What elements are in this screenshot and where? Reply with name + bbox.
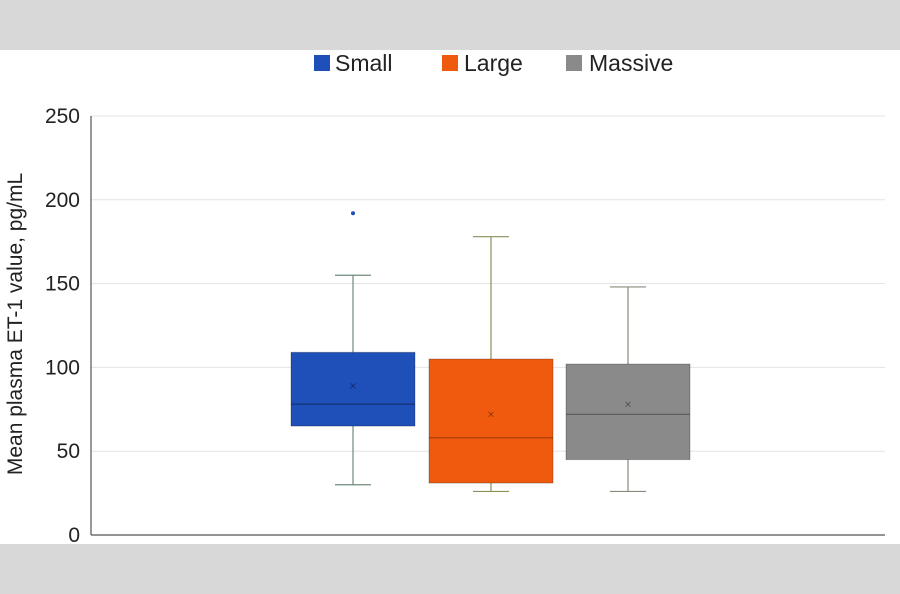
mean-marker-massive — [625, 401, 631, 408]
mean-marker-large — [488, 411, 494, 418]
outlier-small-0 — [351, 211, 355, 216]
legend-label-small: Small — [335, 50, 393, 76]
iqr-box-large — [428, 358, 554, 484]
mean-marker-stroke — [350, 382, 356, 389]
mean-marker-stroke — [350, 382, 356, 389]
y-axis-title: Mean plasma ET-1 value, pg/mL — [4, 173, 27, 475]
mean-marker-stroke — [625, 401, 631, 408]
legend-swatch-massive — [566, 55, 582, 71]
legend: Small Large Massive — [314, 50, 673, 76]
y-tick-label-50: 50 — [57, 440, 80, 463]
legend-swatch-large — [442, 55, 458, 71]
box-massive — [565, 286, 691, 493]
y-tick-labels: 0 50 100 150 200 250 — [45, 105, 80, 547]
box-small — [290, 211, 416, 486]
box-large — [428, 236, 554, 493]
mean-marker-stroke — [488, 411, 494, 418]
box-series — [290, 211, 691, 493]
y-tick-label-0: 0 — [68, 524, 80, 547]
mean-marker-stroke — [488, 411, 494, 418]
mean-marker-stroke — [625, 401, 631, 408]
legend-label-large: Large — [464, 50, 523, 76]
iqr-box-massive — [565, 363, 691, 461]
legend-label-massive: Massive — [589, 50, 673, 76]
mean-marker-small — [350, 382, 356, 389]
y-tick-label-250: 250 — [45, 105, 80, 128]
legend-swatch-small — [314, 55, 330, 71]
y-tick-label-150: 150 — [45, 273, 80, 296]
y-tick-label-100: 100 — [45, 356, 80, 379]
y-tick-label-200: 200 — [45, 189, 80, 212]
iqr-box-small — [290, 351, 416, 427]
